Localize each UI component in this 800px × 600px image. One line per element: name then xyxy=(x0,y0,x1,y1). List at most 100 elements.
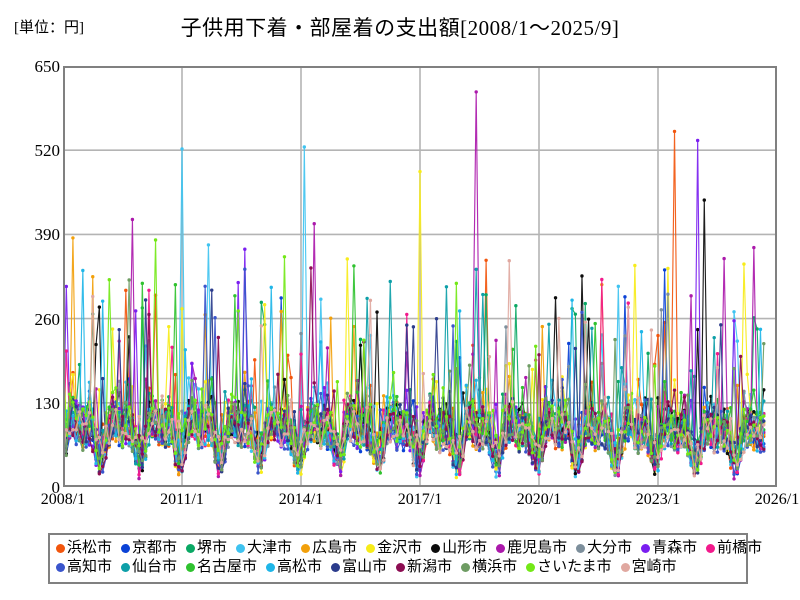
series-marker xyxy=(276,433,280,437)
series-marker xyxy=(249,377,254,381)
series-marker xyxy=(676,440,680,445)
series-marker xyxy=(140,458,145,463)
series-marker xyxy=(180,428,184,433)
series-marker xyxy=(636,451,640,456)
series-marker xyxy=(659,448,664,452)
series-marker xyxy=(481,292,485,297)
series-marker xyxy=(362,443,366,447)
series-marker xyxy=(342,460,346,464)
series-marker xyxy=(514,304,518,308)
series-marker xyxy=(91,415,95,419)
series-marker xyxy=(497,473,502,478)
series-marker xyxy=(147,418,151,423)
series-marker xyxy=(157,438,161,442)
series-marker xyxy=(712,405,716,410)
series-marker xyxy=(236,280,240,285)
series-marker xyxy=(729,459,733,464)
legend-item[interactable]: 仙台市 xyxy=(121,560,177,575)
series-marker xyxy=(391,434,396,438)
series-marker xyxy=(140,281,145,286)
series-marker xyxy=(477,430,482,434)
legend-item[interactable]: 青森市 xyxy=(641,541,697,556)
series-marker xyxy=(494,338,498,343)
series-marker xyxy=(157,430,161,434)
series-marker xyxy=(616,472,621,477)
series-marker xyxy=(167,442,171,447)
series-marker xyxy=(672,427,677,432)
series-marker xyxy=(312,406,316,411)
series-marker xyxy=(322,442,326,446)
series-marker xyxy=(299,465,303,469)
legend-item[interactable]: 山形市 xyxy=(431,541,487,556)
legend-item[interactable]: 宮崎市 xyxy=(620,560,677,575)
legend-item[interactable]: 横浜市 xyxy=(461,560,517,575)
series-marker xyxy=(253,460,257,464)
series-marker xyxy=(732,477,736,481)
series-marker xyxy=(160,441,164,445)
series-marker xyxy=(603,395,607,399)
legend-item[interactable]: 高知市 xyxy=(56,560,112,575)
series-marker xyxy=(686,452,690,456)
series-marker xyxy=(666,266,670,271)
series-marker xyxy=(302,145,307,149)
series-marker xyxy=(481,447,485,451)
series-marker xyxy=(411,325,416,329)
series-marker xyxy=(153,238,158,242)
series-marker xyxy=(428,393,432,398)
legend-item[interactable]: 新潟市 xyxy=(396,560,452,575)
series-marker xyxy=(676,447,680,452)
legend-label: さいたま市 xyxy=(537,559,612,575)
series-marker xyxy=(134,440,138,445)
legend-item[interactable]: 金沢市 xyxy=(366,541,422,556)
series-marker xyxy=(576,469,581,474)
series-marker xyxy=(629,422,634,427)
series-marker xyxy=(494,475,498,479)
legend-item[interactable]: さいたま市 xyxy=(526,560,612,575)
legend-item[interactable]: 大津市 xyxy=(236,541,292,556)
series-marker xyxy=(682,418,687,423)
series-marker xyxy=(186,440,191,445)
series-marker xyxy=(576,446,581,450)
series-marker xyxy=(500,451,505,455)
legend-item[interactable]: 大分市 xyxy=(576,541,632,556)
series-marker xyxy=(137,476,141,481)
x-axis-tick-label: 2026/1 xyxy=(754,491,800,508)
x-axis-tick-label: 2023/1 xyxy=(635,491,681,508)
legend-item[interactable]: 浜松市 xyxy=(56,541,112,556)
legend-item[interactable]: 京都市 xyxy=(121,541,177,556)
series-marker xyxy=(474,267,478,272)
series-marker xyxy=(481,431,485,436)
legend-item[interactable]: 鹿児島市 xyxy=(496,541,567,556)
series-marker xyxy=(560,412,564,417)
legend-item[interactable]: 広島市 xyxy=(301,541,357,556)
series-marker xyxy=(395,433,399,437)
series-marker xyxy=(127,441,131,446)
series-marker xyxy=(259,470,264,474)
series-marker xyxy=(619,366,624,370)
series-marker xyxy=(279,425,283,429)
legend-item[interactable]: 前橋市 xyxy=(706,541,762,556)
series-marker xyxy=(71,410,75,415)
series-marker xyxy=(695,440,700,444)
series-marker xyxy=(236,309,240,313)
legend-item[interactable]: 富山市 xyxy=(331,560,387,575)
series-marker xyxy=(319,412,323,416)
series-marker xyxy=(626,437,630,441)
series-marker xyxy=(74,428,78,432)
legend-item[interactable]: 名古屋市 xyxy=(186,560,257,575)
series-marker xyxy=(216,466,221,470)
series-marker xyxy=(272,408,277,412)
legend-item[interactable]: 高松市 xyxy=(266,560,322,575)
x-axis-tick-label: 2017/1 xyxy=(397,491,443,508)
series-marker xyxy=(375,402,379,406)
series-marker xyxy=(600,277,604,282)
series-marker xyxy=(547,322,551,326)
series-marker xyxy=(190,409,194,414)
series-marker xyxy=(97,388,102,392)
series-marker xyxy=(269,432,273,436)
series-marker xyxy=(183,417,188,422)
series-marker xyxy=(279,296,283,300)
series-marker xyxy=(583,436,587,441)
series-marker xyxy=(649,451,654,456)
legend-item[interactable]: 堺市 xyxy=(186,541,227,556)
